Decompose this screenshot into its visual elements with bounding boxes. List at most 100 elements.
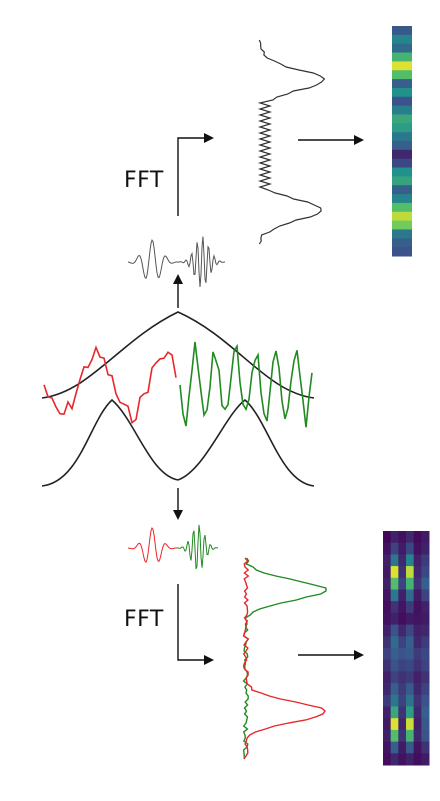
spectrogram-cell [398,601,407,614]
spectrogram-cell [413,659,422,672]
bottom-spectrum-green-plot [242,557,327,760]
spectrogram-cell [392,238,412,248]
spectrogram-cell [398,694,407,707]
spectrogram-cell [413,542,422,555]
window-curve-bottom-left [41,398,179,487]
spectrogram-cell [392,220,412,230]
spectrogram-cell [406,706,415,719]
window-curve-bottom-right [177,398,315,487]
spectrogram-cell [413,589,422,602]
spectrogram-cell [398,566,407,579]
spectrogram-cell [383,659,392,672]
spectrogram-cell [392,132,412,142]
spectrogram-cell [392,87,412,98]
spectrogram-cell [406,683,415,696]
spectrogram-cell [421,648,430,661]
spectrogram-cell [390,542,399,555]
spectrogram-cell [390,601,399,614]
spectrogram-cell [398,554,407,567]
spectrogram-cell [398,531,407,544]
spectrogram-cell [383,753,392,766]
spectrogram-cell [413,531,422,544]
spectrogram-cell [398,589,407,602]
spectrogram-cell [406,601,415,614]
top-windowed-signal [127,236,226,288]
spectrogram-cell [392,43,412,54]
spectrogram-cell [421,706,430,719]
spectrogram-cell [421,577,430,590]
spectrogram-cell [421,671,430,684]
bottom-windowed-green-signal [177,524,219,570]
spectrogram-cell [383,589,392,602]
spectrogram-cell [421,542,430,555]
spectrogram-cell [390,612,399,626]
spectrogram-cell [406,577,415,590]
spectrogram-cell [413,624,422,637]
spectrogram-cell [406,554,415,567]
spectrogram-cell [392,185,412,195]
spectrogram-cell [390,648,399,661]
spectrogram-cell [390,729,399,743]
spectrogram-cell [392,26,412,36]
spectrogram-cell [398,659,407,672]
spectrogram-cell [413,729,422,743]
spectrogram-cell [392,34,412,45]
spectrogram-cell [383,566,392,579]
fft-top-elbow-arrow [177,133,214,216]
spectrogram-cell [413,601,422,614]
spectrogram-cell [406,566,415,579]
spectrogram-cell [406,741,415,754]
spectrogram-cell [392,96,412,107]
spectrogram-cell [390,636,399,649]
spectrogram-cell [392,176,412,186]
top-spectrogram-heatmap [392,26,412,257]
spectrogram-cell [413,566,422,579]
spectrogram-cell [383,601,392,614]
spectrogram-cell [406,589,415,602]
spectrogram-cell [421,741,430,754]
fft-bottom-elbow-arrow [177,584,214,665]
spectrogram-cell [421,753,430,766]
spectrogram-cell [413,683,422,696]
spectrogram-cell [392,167,412,177]
spectrogram-cell [421,601,430,614]
spectrogram-cell [398,624,407,637]
spectrogram-cell [392,141,412,151]
spectrogram-cell [392,211,412,222]
spectrogram-cell [406,729,415,743]
spectrogram-cell [398,671,407,684]
spectrogram-cell [398,636,407,649]
bottom-spectrum-red-plot [242,557,326,760]
spectrogram-cell [392,229,412,239]
spectrogram-cell [390,694,399,707]
spectrogram-cell [383,683,392,696]
spectrogram-cell [413,694,422,707]
spectrogram-cell [390,566,399,579]
spectrogram-cell [406,612,415,626]
spectrogram-cell [390,589,399,602]
bottom-spectrogram-heatmap [383,531,430,766]
fft-label-bottom: FFT [124,607,164,632]
spectrogram-cell [413,706,422,719]
spectrogram-cell [392,158,412,169]
spectrogram-cell [406,648,415,661]
spectrogram-cell [383,741,392,754]
spectrogram-cell [392,114,412,124]
spectrogram-cell [383,636,392,649]
spectrogram-cell [383,671,392,684]
window-curve-top [41,311,315,399]
spectrogram-cell [421,694,430,707]
spectrogram-cell [421,683,430,696]
spectrogram-cell [390,706,399,719]
spectrogram-cell [390,554,399,567]
spectrogram-cell [413,636,422,649]
spectrogram-cell [392,105,412,115]
spectrogram-cell [413,612,422,626]
spectrogram-cell [383,554,392,567]
spectrogram-cell [390,577,399,590]
spectrogram-cell [398,718,407,731]
spectrogram-cell [421,718,430,731]
spectrogram-cell [383,612,392,626]
spectrogram-cell [421,624,430,637]
